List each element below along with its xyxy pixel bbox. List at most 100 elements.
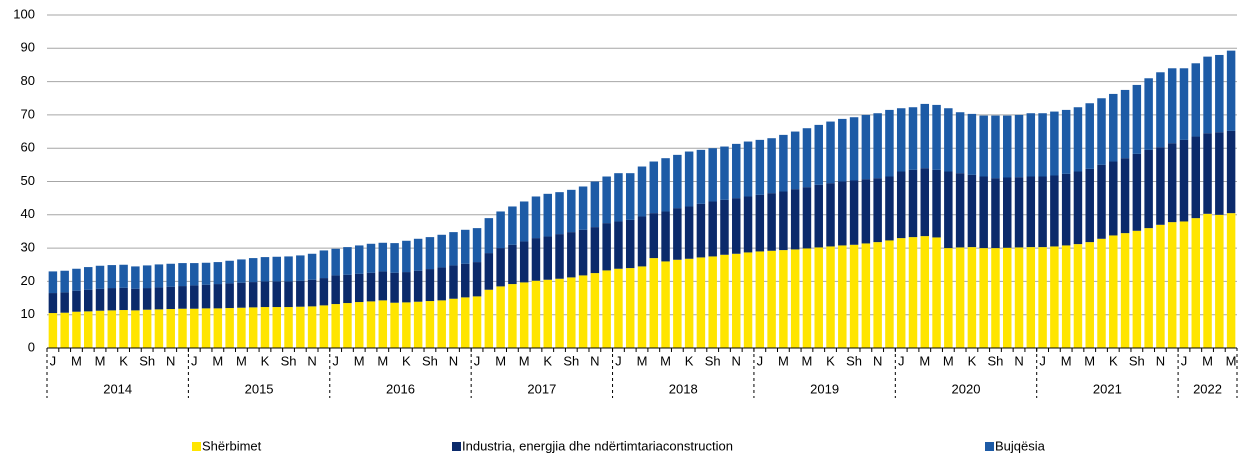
bar-segment	[484, 218, 494, 254]
x-tick-label: Sh	[1129, 353, 1145, 368]
y-tick-label: 20	[21, 273, 35, 288]
x-tick-label: J	[1039, 353, 1046, 368]
bar-segment	[1156, 224, 1165, 348]
bar-segment	[83, 267, 93, 290]
bar-segment	[366, 301, 376, 348]
bar-segment	[1226, 213, 1236, 348]
y-tick-label: 50	[21, 173, 35, 188]
bar-segment	[885, 109, 894, 177]
bar-segment	[1179, 139, 1189, 222]
bar-segment	[1073, 244, 1083, 348]
bar-segment	[119, 287, 128, 311]
bar-segment	[119, 264, 128, 288]
bar-segment	[684, 206, 694, 259]
x-tick-label: Sh	[846, 353, 862, 368]
bar-segment	[437, 267, 446, 301]
bar-segment	[861, 243, 871, 348]
bar-segment	[131, 266, 140, 289]
bar-segment	[461, 263, 470, 298]
bar-segment	[319, 305, 329, 348]
bar-segment	[896, 171, 906, 239]
bar-segment	[932, 237, 941, 348]
bar-segment	[1097, 164, 1106, 239]
bar-segment	[814, 184, 823, 248]
x-tick-label: J	[50, 353, 57, 368]
bar-segment	[578, 229, 588, 276]
bar-segment	[95, 310, 105, 348]
bar-segment	[1014, 247, 1024, 348]
bar-segment	[1215, 214, 1224, 348]
bar-segment	[1026, 176, 1036, 248]
bar-segment	[661, 158, 670, 212]
x-tick-label: M	[1226, 353, 1237, 368]
bar-segment	[331, 275, 340, 305]
bar-segment	[354, 302, 364, 348]
bar-segment	[1191, 218, 1201, 348]
bar-segment	[272, 281, 281, 308]
bar-segment	[119, 310, 128, 348]
bar-segment	[1203, 133, 1212, 214]
year-label: 2018	[669, 381, 698, 396]
bar-segment	[955, 247, 965, 348]
bar-segment	[225, 308, 234, 348]
bar-segment	[1120, 233, 1130, 348]
x-tick-label: Sh	[988, 353, 1004, 368]
y-tick-label: 30	[21, 240, 35, 255]
bar-segment	[1156, 147, 1165, 225]
bar-segment	[743, 196, 753, 253]
y-tick-label: 80	[21, 73, 35, 88]
bar-segment	[296, 306, 305, 348]
bar-segment	[625, 173, 635, 220]
bar-segment	[861, 179, 871, 244]
bar-segment	[60, 292, 69, 313]
x-tick-label: K	[402, 353, 411, 368]
bar-segment	[661, 261, 670, 348]
x-tick-label: J	[615, 353, 622, 368]
bar-segment	[307, 279, 317, 307]
bar-segment	[519, 241, 529, 283]
bar-segment	[1144, 228, 1153, 348]
bar-segment	[472, 228, 482, 263]
bar-segment	[1003, 247, 1012, 348]
bar-segment	[1097, 238, 1106, 348]
x-tick-label: J	[898, 353, 905, 368]
legend-swatch	[452, 442, 461, 451]
bar-segment	[790, 131, 800, 190]
bar-segment	[826, 246, 835, 348]
legend-swatch	[192, 442, 201, 451]
bar-segment	[673, 154, 682, 209]
bar-segment	[896, 108, 906, 172]
bar-segment	[696, 203, 706, 258]
bar-segment	[555, 278, 564, 348]
bar-segment	[1038, 113, 1047, 177]
bar-segment	[343, 247, 352, 275]
bar-segment	[343, 274, 352, 304]
legend-label: Industria, energjia dhe ndërtimtariacons…	[462, 438, 733, 453]
bar-segment	[826, 121, 835, 184]
bar-segment	[1144, 149, 1153, 229]
bar-segment	[637, 266, 647, 348]
bar-segment	[649, 161, 659, 214]
bar-segment	[213, 308, 223, 348]
year-label: 2015	[245, 381, 274, 396]
bar-segment	[154, 264, 164, 288]
bar-segment	[1203, 56, 1212, 134]
bar-segment	[107, 288, 117, 311]
bar-segment	[107, 310, 117, 348]
bar-segment	[413, 301, 423, 348]
bar-segment	[225, 260, 234, 284]
bar-segment	[543, 236, 552, 280]
x-tick-label: J	[332, 353, 339, 368]
bar-segment	[673, 259, 682, 348]
bar-segment	[814, 124, 823, 185]
bar-segment	[838, 181, 847, 246]
bar-segment	[649, 258, 659, 348]
bar-segment	[461, 297, 470, 348]
bar-segment	[260, 281, 270, 308]
bar-segment	[814, 247, 823, 348]
bar-segment	[673, 208, 682, 260]
bar-segment	[1167, 68, 1177, 144]
bar-segment	[319, 278, 329, 306]
bar-segment	[802, 187, 812, 249]
